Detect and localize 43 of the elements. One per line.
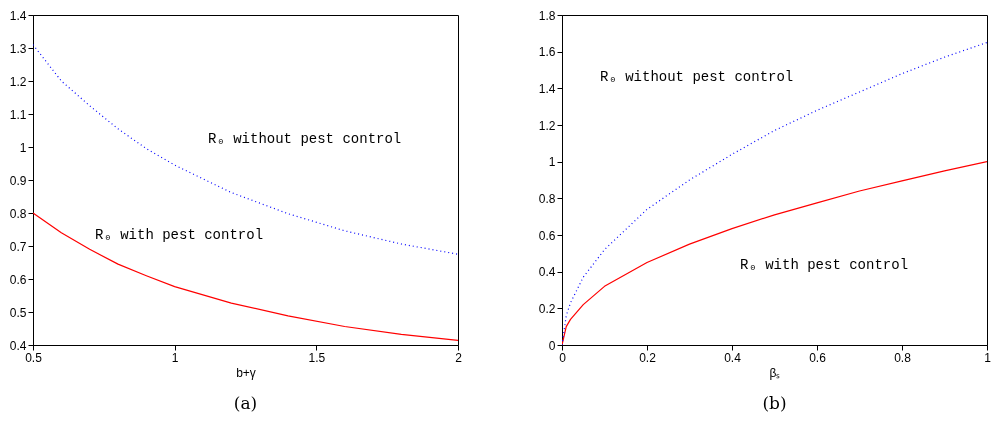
y-tick-label: 0 bbox=[548, 338, 556, 353]
line-series bbox=[33, 212, 458, 341]
text: (b) bbox=[762, 393, 787, 413]
text: R₀ with pest control bbox=[740, 257, 909, 273]
y-tick-label: 1.8 bbox=[538, 8, 556, 23]
y-tick-label: 1.1 bbox=[9, 107, 27, 122]
y-tick-label: 0.8 bbox=[9, 206, 27, 221]
line-series bbox=[562, 41, 987, 345]
text: R₀ without pest control bbox=[208, 131, 402, 147]
y-tick-label: 1 bbox=[19, 140, 27, 155]
x-tick-label: 0.2 bbox=[639, 350, 657, 365]
x-tick-label: 0 bbox=[559, 350, 567, 365]
y-tick-label: 1.4 bbox=[538, 81, 556, 96]
y-tick-label: 1.2 bbox=[538, 118, 556, 133]
x-tick-label: 2 bbox=[455, 350, 463, 365]
x-tick-label: 0.6 bbox=[809, 350, 827, 365]
y-tick-label: 0.9 bbox=[9, 173, 27, 188]
text: (a) bbox=[233, 393, 258, 413]
y-tick-label: 1.4 bbox=[9, 8, 27, 23]
x-tick-label: 0.8 bbox=[894, 350, 912, 365]
y-tick-label: 1.2 bbox=[9, 74, 27, 89]
y-tick-label: 0.7 bbox=[9, 239, 27, 254]
y-tick-label: 1.6 bbox=[538, 45, 556, 60]
y-tick-label: 0.4 bbox=[538, 265, 556, 280]
y-tick-label: 0.4 bbox=[9, 338, 27, 353]
y-tick-label: 1 bbox=[548, 155, 556, 170]
x-axis-title: b+γ bbox=[236, 365, 256, 380]
y-tick-label: 1.3 bbox=[9, 41, 27, 56]
x-axis-title: βₛ bbox=[769, 365, 781, 380]
series-label: R₀ with pest control bbox=[95, 227, 264, 243]
line-series bbox=[562, 161, 987, 345]
x-tick-label: 0.4 bbox=[724, 350, 742, 365]
y-tick-label: 0.5 bbox=[9, 305, 27, 320]
x-tick-label: 1.5 bbox=[308, 350, 326, 365]
y-tick-label: 0.6 bbox=[9, 272, 27, 287]
x-tick-label: 1 bbox=[984, 350, 992, 365]
y-tick-label: 0.2 bbox=[538, 301, 556, 316]
y-tick-label: 0.6 bbox=[538, 228, 556, 243]
line-series bbox=[33, 44, 458, 255]
x-tick-label: 0.5 bbox=[25, 350, 43, 365]
y-tick-label: 0.8 bbox=[538, 191, 556, 206]
x-tick-label: 1 bbox=[171, 350, 179, 365]
text: R₀ without pest control bbox=[600, 69, 794, 85]
